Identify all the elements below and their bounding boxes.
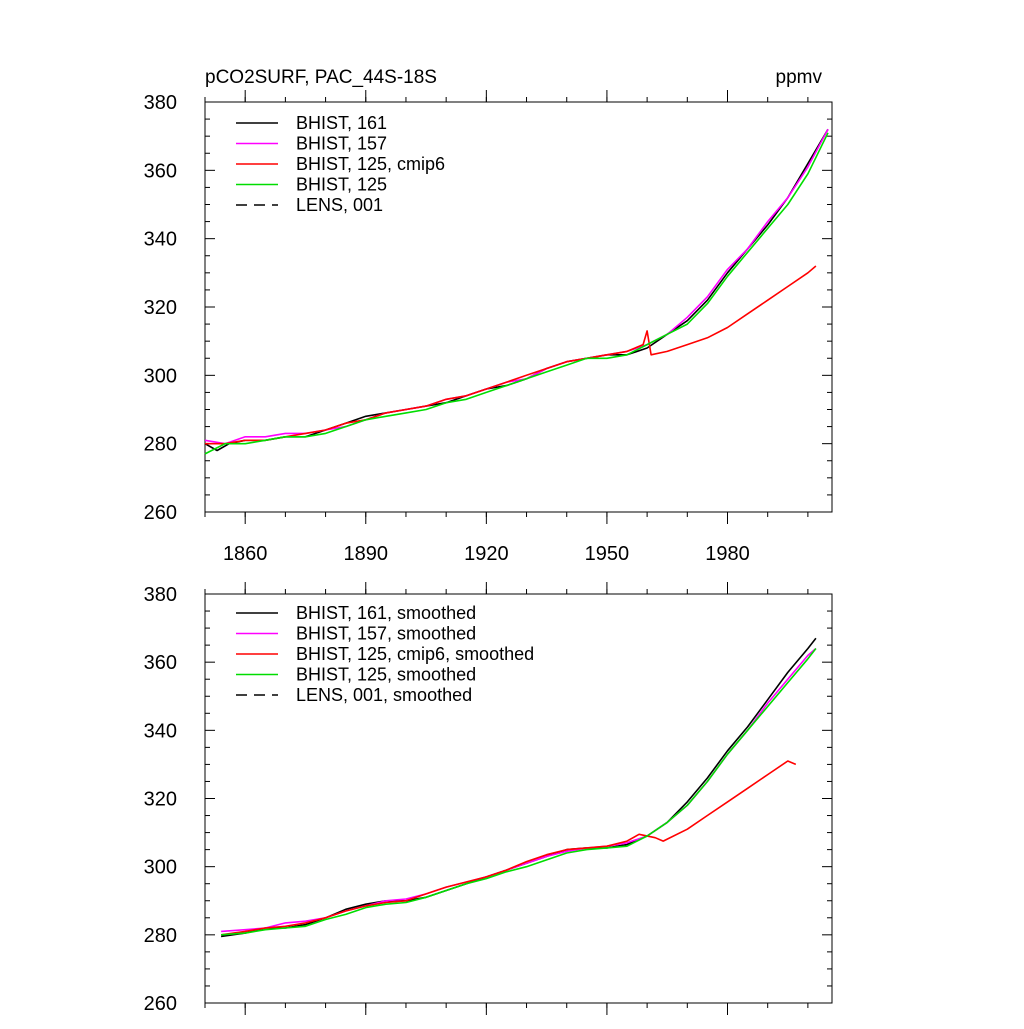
x-tick-label: 1920 bbox=[464, 543, 509, 565]
legend-label: BHIST, 157 bbox=[296, 134, 387, 154]
series-line bbox=[220, 760, 797, 936]
legend-label: BHIST, 125, cmip6 bbox=[296, 154, 445, 174]
top-panel: 260 280 300 320 340 360 380 1860 1890 1920 1950 198… bbox=[144, 90, 833, 565]
legend-label: BHIST, 125 bbox=[296, 175, 387, 195]
y-tick-label: 360 bbox=[144, 160, 177, 182]
series-line bbox=[205, 265, 817, 445]
legend-label: BHIST, 157, smoothed bbox=[296, 624, 476, 644]
y-tick-label: 320 bbox=[144, 297, 177, 319]
legend-label: LENS, 001 bbox=[296, 195, 383, 215]
x-tick-label: 1980 bbox=[705, 543, 750, 565]
y-tick-label: 380 bbox=[144, 92, 177, 114]
y-tick-label: 340 bbox=[144, 720, 177, 742]
y-tick-label: 360 bbox=[144, 652, 177, 674]
y-tick-label: 280 bbox=[144, 925, 177, 947]
legend-label: BHIST, 161 bbox=[296, 113, 387, 133]
chart-title: pCO2SURF, PAC_44S-18S bbox=[205, 67, 437, 88]
y-tick-label: 340 bbox=[144, 229, 177, 251]
legend-label: BHIST, 125, smoothed bbox=[296, 665, 476, 685]
y-tick-label: 300 bbox=[144, 365, 177, 387]
legend-label: BHIST, 161, smoothed bbox=[296, 603, 476, 623]
y-tick-label: 280 bbox=[144, 434, 177, 456]
y-tick-label: 260 bbox=[144, 993, 177, 1015]
legend-label: LENS, 001, smoothed bbox=[296, 685, 472, 705]
x-tick-label: 1950 bbox=[585, 543, 630, 565]
bottom-panel: 260 280 300 320 340 360 380 BHIST, 161, smoothe… bbox=[144, 582, 833, 1015]
x-tick-label: 1890 bbox=[344, 543, 389, 565]
y-tick-label: 260 bbox=[144, 502, 177, 524]
series-line bbox=[221, 648, 817, 936]
x-tick-label: 1860 bbox=[223, 543, 268, 565]
series-line bbox=[204, 132, 829, 455]
y-tick-label: 380 bbox=[144, 584, 177, 606]
y-tick-label: 300 bbox=[144, 857, 177, 879]
units-label: ppmv bbox=[776, 67, 823, 88]
legend-label: BHIST, 125, cmip6, smoothed bbox=[296, 644, 534, 664]
y-tick-label: 320 bbox=[144, 789, 177, 811]
